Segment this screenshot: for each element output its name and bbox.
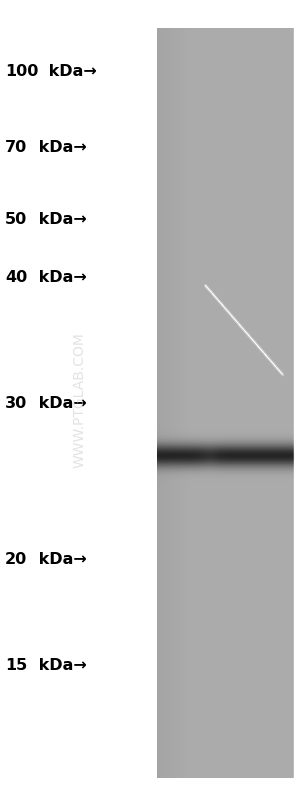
- Text: kDa→: kDa→: [33, 271, 87, 285]
- Text: WWW.PTGLAB.COM: WWW.PTGLAB.COM: [73, 332, 87, 468]
- Text: kDa→: kDa→: [43, 65, 97, 79]
- Text: kDa→: kDa→: [33, 213, 87, 228]
- Text: kDa→: kDa→: [33, 552, 87, 567]
- Bar: [294, 28, 300, 778]
- Text: 100: 100: [5, 65, 38, 79]
- Text: 15: 15: [5, 658, 27, 674]
- Text: kDa→: kDa→: [33, 141, 87, 156]
- Text: 40: 40: [5, 271, 27, 285]
- Text: kDa→: kDa→: [33, 396, 87, 411]
- Text: 20: 20: [5, 552, 27, 567]
- Text: kDa→: kDa→: [33, 658, 87, 674]
- Text: 70: 70: [5, 141, 27, 156]
- Text: 30: 30: [5, 396, 27, 411]
- Text: 50: 50: [5, 213, 27, 228]
